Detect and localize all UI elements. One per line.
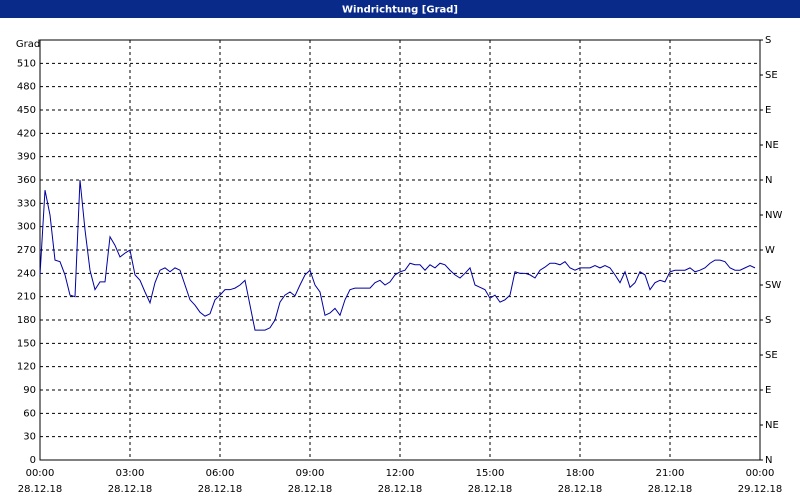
y-tick-label: 150: [17, 338, 36, 349]
y-tick-label: 240: [17, 268, 36, 279]
y-tick-label: 420: [17, 128, 36, 139]
x-tick-label: 15:00: [476, 468, 505, 479]
x-tick-date: 28.12.18: [18, 484, 63, 495]
y2-tick-label: NE: [765, 140, 779, 151]
y-tick-label: 330: [17, 198, 36, 209]
x-tick-date: 28.12.18: [648, 484, 693, 495]
y-tick-label: 30: [23, 432, 36, 443]
y2-tick-label: E: [765, 105, 771, 116]
y-tick-label: 510: [17, 58, 36, 69]
x-tick-label: 03:00: [116, 468, 145, 479]
y-tick-label: 0: [30, 455, 36, 466]
y-tick-label: 300: [17, 222, 36, 233]
y-tick-label: 120: [17, 362, 36, 373]
y2-tick-label: S: [765, 35, 771, 46]
x-tick-date: 28.12.18: [198, 484, 243, 495]
x-tick-date: 28.12.18: [378, 484, 423, 495]
x-tick-label: 00:00: [746, 468, 775, 479]
y-axis-label: Grad: [16, 39, 40, 50]
x-tick-date: 28.12.18: [108, 484, 153, 495]
x-tick-date: 28.12.18: [288, 484, 333, 495]
y2-tick-label: N: [765, 175, 772, 186]
y2-tick-label: NW: [765, 210, 782, 221]
y-tick-label: 480: [17, 82, 36, 93]
x-tick-label: 21:00: [656, 468, 685, 479]
y2-tick-label: E: [765, 385, 771, 396]
x-tick-label: 06:00: [206, 468, 235, 479]
y-tick-label: 390: [17, 152, 36, 163]
x-tick-date: 28.12.18: [468, 484, 513, 495]
y2-tick-label: SE: [765, 70, 778, 81]
y-tick-label: 450: [17, 105, 36, 116]
title-bar: [0, 0, 800, 18]
y2-tick-label: SW: [765, 280, 781, 291]
x-tick-label: 00:00: [26, 468, 55, 479]
y2-tick-label: NE: [765, 420, 779, 431]
x-tick-label: 12:00: [386, 468, 415, 479]
x-tick-label: 18:00: [566, 468, 595, 479]
y2-tick-label: N: [765, 455, 772, 466]
y-tick-label: 210: [17, 292, 36, 303]
x-tick-label: 09:00: [296, 468, 325, 479]
window-title: Windrichtung [Grad]: [342, 5, 458, 16]
y-tick-label: 360: [17, 175, 36, 186]
y-tick-label: 180: [17, 315, 36, 326]
y2-tick-label: W: [765, 245, 775, 256]
x-tick-date: 28.12.18: [558, 484, 603, 495]
y-tick-label: 90: [23, 385, 36, 396]
y2-tick-label: SE: [765, 350, 778, 361]
y-tick-label: 60: [23, 408, 36, 419]
y-tick-label: 270: [17, 245, 36, 256]
data-line: [39, 179, 756, 331]
x-tick-date: 29.12.18: [738, 484, 783, 495]
y2-tick-label: S: [765, 315, 771, 326]
